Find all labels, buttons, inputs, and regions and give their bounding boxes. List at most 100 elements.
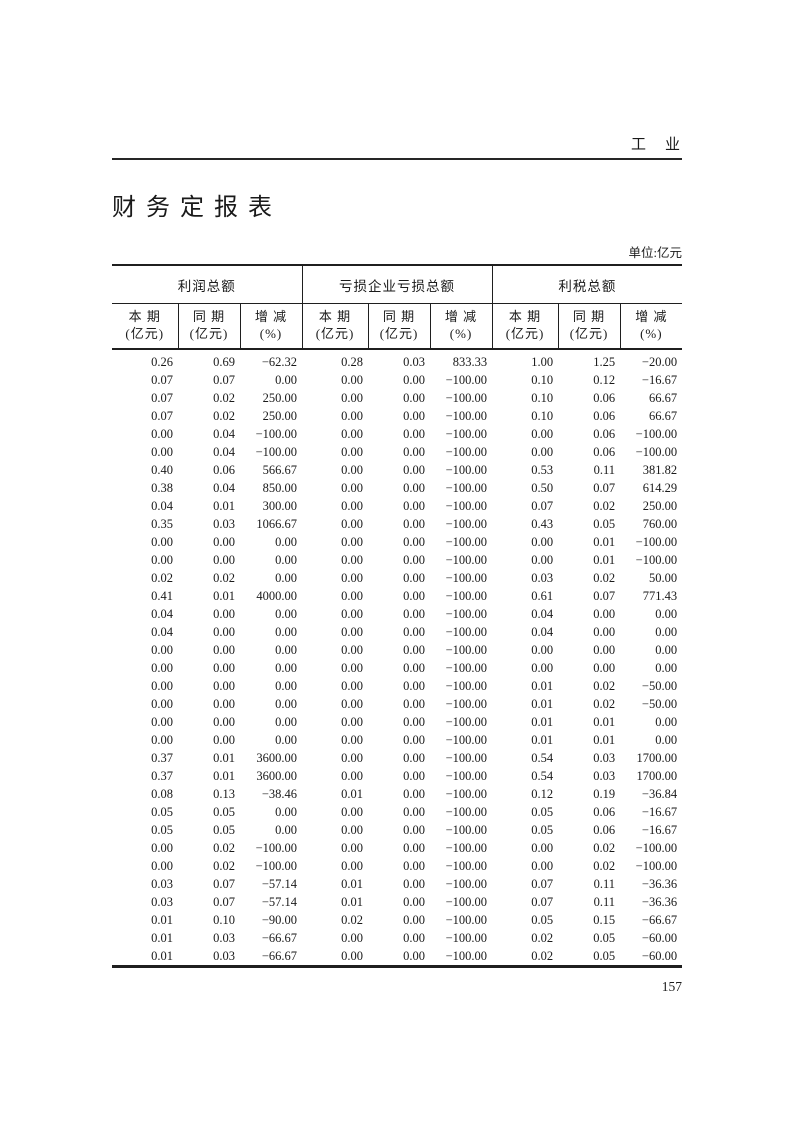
table-cell: 0.01 (593, 715, 616, 729)
table-cell: 0.00 (151, 553, 173, 567)
table-cell: −50.00 (641, 679, 678, 693)
table-cell: −36.36 (641, 895, 678, 909)
table-cell: 0.03 (151, 877, 173, 891)
table-cell: 0.00 (151, 733, 173, 747)
table-cell: 0.02 (531, 931, 554, 945)
table-cell: 0.00 (531, 445, 554, 459)
table-cell: 1.25 (593, 355, 616, 369)
table-cell: −100.00 (445, 859, 488, 873)
table-cell: −50.00 (641, 697, 678, 711)
column-header-unit: (亿元) (125, 326, 165, 341)
table-cell: −100.00 (635, 841, 678, 855)
table-cell: −100.00 (445, 427, 488, 441)
table-cell: 0.00 (275, 607, 298, 621)
table-cell: 0.05 (531, 805, 554, 819)
table-cell: 0.41 (151, 589, 173, 603)
table-cell: 0.00 (403, 499, 426, 513)
table-cell: 0.00 (275, 661, 298, 675)
table-cell: 0.00 (341, 391, 364, 405)
table-cell: 0.00 (403, 679, 426, 693)
table-row: 0.04 0.00 0.00 0.00 0.00 −100.00 0.04 0.00 0.00 (112, 623, 682, 641)
table-cell: −60.00 (641, 949, 678, 963)
table-row: 0.37 0.01 3600.00 0.00 0.00 −100.00 0.54 0.03 17… (112, 749, 682, 767)
group-header-row: 利润总额 亏损企业亏损总额 利税总额 (112, 265, 683, 304)
financial-report-table: 利润总额 亏损企业亏损总额 利税总额 本 期 (亿元) 同 期 (亿元) 增 减… (112, 264, 683, 968)
column-header-unit: (亿元) (189, 326, 229, 341)
column-header-label: 本 期 (128, 309, 161, 325)
table-cell: −100.00 (255, 445, 298, 459)
table-cell: 0.02 (213, 391, 235, 405)
table-row: 0.00 0.00 0.00 0.00 0.00 −100.00 0.01 0.02 −50.0… (112, 677, 682, 695)
table-cell: 0.00 (341, 499, 364, 513)
table-cell: 0.00 (341, 481, 364, 495)
table-cell: −60.00 (641, 931, 678, 945)
column-header-unit: (亿元) (505, 326, 545, 341)
table-cell: 0.06 (213, 463, 235, 477)
table-cell: 0.15 (593, 913, 616, 927)
table-cell: 0.00 (403, 535, 426, 549)
table-cell: −100.00 (445, 841, 488, 855)
table-cell: 0.02 (213, 409, 235, 423)
table-cell: 0.00 (403, 769, 426, 783)
table-cell: −100.00 (445, 715, 488, 729)
table-cell: 0.00 (403, 697, 426, 711)
table-cell: 0.00 (403, 931, 426, 945)
table-cell: 0.06 (593, 823, 616, 837)
table-body: 0.26 0.69 −62.32 0.28 0.03 833.33 1.00 1.25 −20.… (112, 349, 682, 967)
table-cell: 0.07 (213, 895, 235, 909)
table-row: 0.04 0.01 300.00 0.00 0.00 −100.00 0.07 0.02 250… (112, 497, 682, 515)
column-header-change-pct-2: 增 减 (%) (430, 303, 493, 350)
table-cell: 0.00 (341, 697, 364, 711)
column-header-label: 本 期 (508, 309, 542, 325)
table-cell: −100.00 (445, 769, 488, 783)
table-cell: −100.00 (635, 553, 678, 567)
table-cell: 66.67 (648, 409, 678, 423)
table-cell: 0.04 (213, 481, 235, 495)
table-cell: 0.00 (341, 571, 364, 585)
table-cell: 0.06 (593, 427, 616, 441)
table-cell: −100.00 (445, 751, 488, 765)
table-cell: −100.00 (445, 553, 488, 567)
table-cell: −57.14 (261, 877, 298, 891)
table-cell: 0.00 (275, 643, 298, 657)
table-cell: 0.00 (403, 373, 426, 387)
column-header-unit: (亿元) (315, 326, 355, 341)
table-cell: 0.01 (213, 589, 235, 603)
table-cell: 66.67 (648, 391, 678, 405)
table-cell: 0.00 (151, 535, 173, 549)
table-row: 0.01 0.03 −66.67 0.00 0.00 −100.00 0.02 0.05 −60… (112, 947, 682, 967)
table-cell: 0.07 (151, 391, 173, 405)
column-header-label: 本 期 (318, 309, 352, 325)
table-cell: 0.02 (341, 913, 364, 927)
table-cell: 0.00 (213, 553, 235, 567)
column-header-label: 增 减 (254, 309, 288, 325)
table-cell: 0.11 (593, 463, 616, 477)
table-row: 0.00 0.04 −100.00 0.00 0.00 −100.00 0.00 0.06 −1… (112, 443, 682, 461)
column-header-unit: (%) (259, 326, 283, 341)
table-row: 0.07 0.07 0.00 0.00 0.00 −100.00 0.10 0.12 −16.6… (112, 371, 682, 389)
table-cell: −20.00 (641, 355, 678, 369)
table-cell: 0.00 (655, 661, 678, 675)
table-cell: −100.00 (635, 859, 678, 873)
table-cell: 0.05 (213, 805, 235, 819)
table-cell: −66.67 (261, 931, 298, 945)
table-cell: −66.67 (261, 949, 298, 963)
table-cell: −100.00 (445, 409, 488, 423)
column-header-same-period-2: 同 期 (亿元) (368, 303, 431, 350)
table-cell: 0.02 (593, 697, 616, 711)
table-cell: 0.00 (341, 679, 364, 693)
table-cell: 0.05 (593, 517, 616, 531)
table-cell: 0.07 (151, 409, 173, 423)
table-cell: 0.02 (213, 571, 235, 585)
table-cell: 0.07 (593, 589, 616, 603)
table-row: 0.40 0.06 566.67 0.00 0.00 −100.00 0.53 0.11 381… (112, 461, 682, 479)
table-cell: 0.07 (213, 877, 235, 891)
table-cell: 0.61 (531, 589, 554, 603)
table-cell: −100.00 (445, 481, 488, 495)
table-cell: 0.04 (151, 499, 173, 513)
table-cell: 0.00 (341, 949, 364, 963)
table-cell: 0.00 (341, 427, 364, 441)
table-cell: −100.00 (445, 877, 488, 891)
table-row: 0.01 0.03 −66.67 0.00 0.00 −100.00 0.02 0.05 −60… (112, 929, 682, 947)
table-cell: 3600.00 (256, 751, 298, 765)
